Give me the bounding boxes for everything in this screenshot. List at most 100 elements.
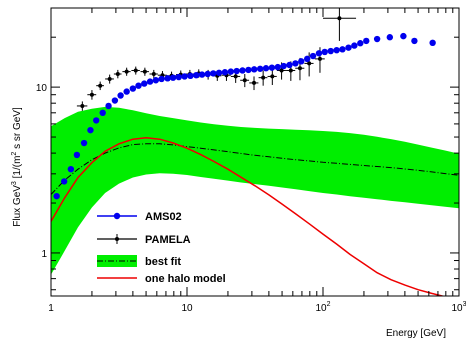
legend-pamela-label: PAMELA (145, 234, 191, 246)
ams02-point (386, 34, 394, 41)
pamela-point (323, 8, 357, 41)
legend-pamela-marker (115, 237, 119, 241)
legend-entry-pamela: PAMELA (97, 234, 191, 246)
ams02-point (333, 46, 340, 54)
ams02-point (363, 37, 370, 45)
ams02-point (286, 61, 293, 69)
ams02-point (129, 85, 137, 92)
ams02-point (193, 71, 200, 79)
ams02-point (105, 102, 112, 110)
x-tick-label: 103 (451, 301, 466, 314)
pamela-point (122, 67, 131, 76)
pamela-point (140, 67, 149, 76)
pamela-point (76, 101, 88, 111)
ams02-point (187, 72, 194, 80)
ams02-point (233, 67, 240, 75)
pamela-marker (115, 71, 120, 76)
ams02-point (245, 66, 252, 74)
ams02-point (262, 65, 270, 72)
ams02-point (146, 78, 154, 85)
ams02-point (351, 42, 358, 49)
ams02-point (357, 40, 364, 47)
ams02-point (345, 44, 352, 51)
ams02-point (87, 126, 94, 134)
ams02-point (175, 73, 182, 81)
x-tick-label: 10 (181, 303, 193, 314)
ams02-point (227, 68, 235, 75)
ams02-point (158, 75, 165, 83)
ams02-point (292, 60, 299, 67)
pamela-marker (80, 103, 85, 108)
pamela-point (105, 74, 114, 84)
pamela-marker (142, 69, 147, 74)
pamela-marker (98, 83, 103, 88)
pamela-marker (124, 69, 129, 74)
pamela-marker (288, 68, 293, 73)
plot-frame (50, 7, 460, 297)
ams02-point (327, 47, 334, 55)
ams02-point (321, 48, 328, 56)
ams02-point (152, 77, 160, 84)
pamela-marker (261, 75, 266, 80)
pamela-point (149, 69, 158, 79)
ams02-point (309, 52, 317, 60)
ams02-point (123, 88, 130, 95)
ams02-point (141, 80, 148, 87)
pamela-marker (317, 56, 322, 61)
pamela-marker (89, 92, 94, 97)
pamela-marker (307, 61, 312, 66)
ams02-point (298, 58, 305, 65)
ams02-point (373, 35, 381, 43)
pamela-marker (242, 78, 247, 83)
ams02-point (117, 92, 124, 99)
ams02-point (256, 65, 264, 72)
best-fit-band (51, 106, 459, 275)
one-halo-line (51, 137, 446, 296)
legend-entry-one-halo: one halo model (97, 273, 226, 285)
ams02-point (181, 73, 188, 80)
ams02-point (251, 66, 258, 73)
ams02-point (93, 117, 100, 124)
plot-area (51, 8, 459, 296)
plot-clipped-group (51, 8, 459, 296)
x-axis-title: Energy [GeV] (386, 328, 446, 339)
ams02-point (210, 70, 217, 77)
pamela-marker (270, 74, 275, 79)
pamela-point (240, 73, 250, 88)
pamela-marker (133, 68, 138, 73)
ams02-point (164, 75, 171, 82)
ams02-point (274, 63, 281, 71)
ams02-point (60, 178, 68, 185)
ams02-point (135, 82, 142, 89)
ams02-point (53, 192, 60, 200)
ams02-point (411, 37, 418, 45)
ams02-point (221, 69, 229, 76)
pamela-marker (337, 16, 342, 21)
legend-best-fit-label: best fit (145, 256, 181, 268)
pamela-point (267, 68, 277, 85)
pamela-point (113, 69, 122, 79)
pamela-marker (252, 80, 257, 85)
pamela-marker (297, 66, 302, 71)
ams02-point (99, 109, 106, 117)
pamela-point (258, 70, 268, 86)
ams02-point (204, 70, 211, 78)
legend-entry-best-fit: best fit (97, 255, 181, 268)
y-axis-title: Flux GeV3 [1/(m2 s sr GeV] (11, 107, 23, 227)
ams02-point (239, 67, 246, 74)
y-tick-label: 10 (36, 83, 48, 94)
ams02-point (73, 151, 81, 159)
ams02-point (198, 71, 206, 78)
pamela-point (131, 66, 140, 75)
best-fit-line (51, 143, 459, 195)
axis-ticks: 1 10 102 103 1 10 (36, 7, 466, 314)
x-tick-label: 102 (315, 301, 330, 314)
pamela-marker (107, 76, 112, 81)
legend-one-halo-label: one halo model (145, 273, 226, 285)
plot-border (50, 7, 460, 297)
legend-entry-ams02: AMS02 (97, 211, 182, 223)
pamela-marker (279, 68, 284, 73)
pamela-marker (151, 71, 156, 76)
pamela-point (96, 81, 104, 91)
